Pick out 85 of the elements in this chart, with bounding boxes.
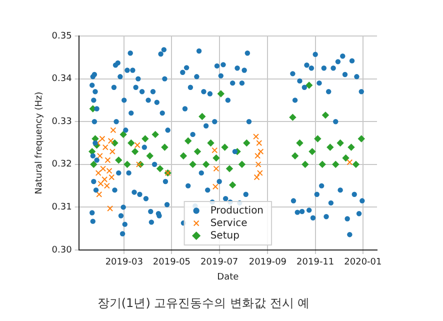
x-tick-label: 2019-05 bbox=[152, 258, 191, 268]
point bbox=[296, 139, 304, 147]
y-tick-label: 0.33 bbox=[52, 116, 72, 127]
x-tick-label: 2019-07 bbox=[200, 258, 238, 268]
point bbox=[212, 154, 220, 162]
legend-label: Service bbox=[210, 218, 248, 229]
y-tick-label: 0.35 bbox=[52, 31, 72, 42]
point bbox=[254, 174, 260, 180]
point bbox=[352, 160, 360, 168]
legend-label: Setup bbox=[210, 230, 240, 242]
point bbox=[136, 161, 142, 168]
point bbox=[152, 130, 159, 138]
point bbox=[308, 148, 316, 156]
point bbox=[326, 144, 334, 151]
point bbox=[217, 90, 224, 98]
point bbox=[346, 159, 353, 166]
text: 장기(1년) 고유진동수의 변화값 전시 예 bbox=[97, 296, 310, 310]
x-tick-label: 2019-09 bbox=[248, 258, 287, 268]
point bbox=[96, 152, 103, 159]
point bbox=[94, 140, 101, 146]
point bbox=[156, 165, 164, 172]
point bbox=[189, 160, 196, 168]
point bbox=[104, 157, 111, 164]
y-tick-label: 0.30 bbox=[52, 245, 72, 256]
point bbox=[98, 180, 104, 187]
point bbox=[212, 147, 218, 154]
x-axis-title: Date bbox=[217, 272, 240, 283]
y-tick-label: 0.34 bbox=[52, 74, 72, 84]
point bbox=[332, 160, 340, 168]
point bbox=[124, 160, 131, 168]
point bbox=[358, 135, 365, 142]
y-tick-label: 0.32 bbox=[52, 160, 72, 170]
point bbox=[289, 114, 296, 121]
point bbox=[243, 139, 250, 147]
point bbox=[336, 139, 344, 147]
point bbox=[95, 170, 102, 176]
point bbox=[108, 138, 114, 144]
point bbox=[96, 191, 102, 198]
point bbox=[348, 144, 355, 151]
point bbox=[202, 160, 210, 168]
x-tick-label: 2020-01 bbox=[344, 258, 382, 268]
point bbox=[291, 152, 299, 160]
y-tick-label: 0.31 bbox=[52, 202, 72, 213]
point bbox=[131, 148, 139, 156]
point bbox=[99, 136, 106, 142]
legend-label: Production bbox=[210, 205, 264, 216]
point bbox=[318, 160, 326, 168]
point bbox=[253, 134, 259, 140]
point bbox=[161, 144, 168, 151]
point bbox=[115, 156, 122, 164]
point bbox=[213, 166, 220, 172]
point bbox=[100, 166, 106, 172]
point bbox=[109, 148, 116, 155]
point bbox=[184, 137, 192, 144]
point bbox=[226, 165, 234, 172]
point bbox=[110, 127, 116, 134]
point bbox=[314, 135, 322, 142]
point bbox=[342, 154, 350, 162]
point bbox=[302, 160, 309, 168]
point bbox=[146, 152, 154, 160]
point bbox=[258, 148, 264, 155]
point bbox=[180, 152, 188, 160]
x-tick-label: 2019-03 bbox=[105, 258, 143, 268]
point bbox=[142, 135, 149, 142]
point bbox=[254, 152, 261, 159]
point bbox=[322, 112, 330, 119]
point bbox=[107, 206, 114, 212]
point bbox=[128, 139, 135, 147]
point bbox=[194, 148, 202, 156]
point bbox=[256, 140, 262, 146]
point bbox=[255, 161, 262, 168]
point bbox=[229, 181, 236, 189]
point bbox=[221, 144, 228, 151]
point bbox=[102, 144, 108, 150]
point bbox=[90, 160, 98, 168]
point bbox=[134, 142, 140, 148]
point bbox=[198, 112, 206, 120]
point bbox=[207, 139, 214, 147]
point bbox=[256, 170, 263, 176]
x-tick-label: 2019-11 bbox=[296, 258, 334, 268]
point bbox=[212, 184, 218, 190]
point bbox=[238, 160, 246, 168]
point bbox=[305, 82, 313, 89]
point bbox=[120, 130, 127, 138]
y-axis-title: Natural frequency (Hz) bbox=[34, 92, 45, 194]
